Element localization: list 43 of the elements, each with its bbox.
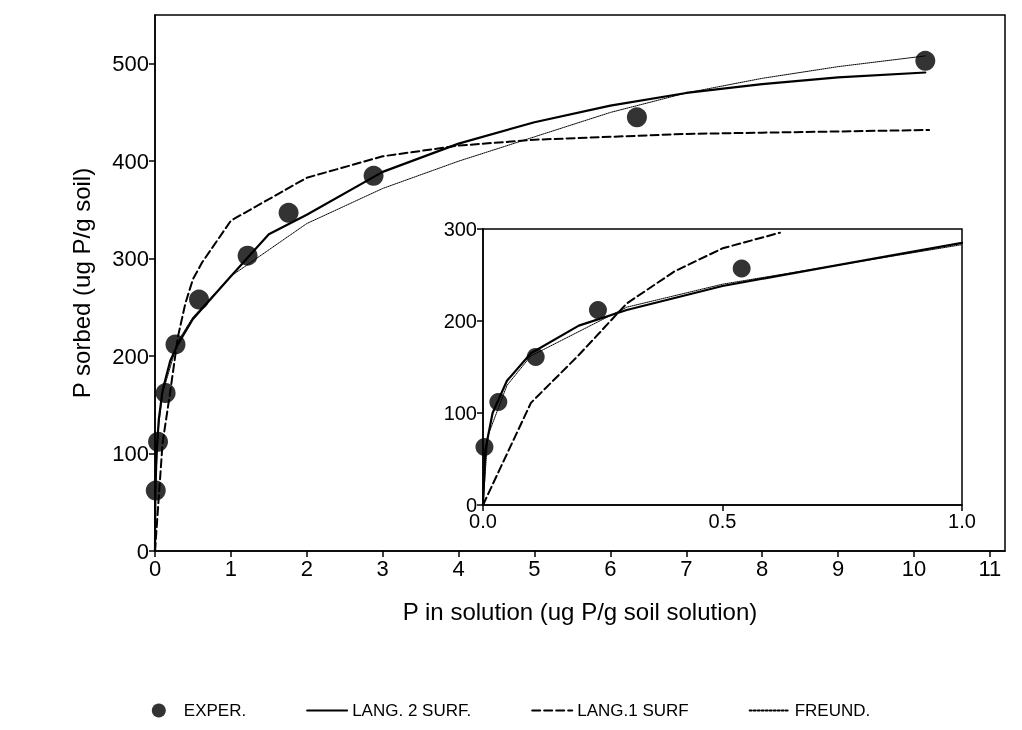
y-tick-label: 500: [112, 51, 149, 77]
legend-label: FREUND.: [794, 701, 871, 720]
point: [475, 438, 494, 457]
point: [145, 480, 166, 501]
x-tick-label: 3: [376, 555, 389, 581]
y-tick-label: 100: [112, 441, 149, 467]
point: [588, 300, 607, 319]
point: [489, 392, 508, 411]
point: [155, 383, 176, 404]
x-axis-title: P in solution (ug P/g soil solution): [402, 597, 758, 625]
point: [237, 245, 258, 266]
y-tick-label: 300: [112, 246, 149, 272]
x-tick-label: 5: [528, 555, 541, 581]
point: [526, 347, 545, 366]
x-tick-label: 1.0: [948, 510, 976, 532]
x-tick-label: 10: [901, 555, 927, 581]
x-tick-label: 4: [452, 555, 465, 581]
x-tick-label: 2: [300, 555, 313, 581]
y-tick-label: 100: [443, 402, 477, 424]
point: [626, 107, 647, 128]
y-tick-label: 400: [112, 148, 149, 174]
x-tick-label: 8: [756, 555, 769, 581]
legend-label: LANG.1 SURF: [577, 701, 689, 720]
y-tick-label: 0: [136, 538, 149, 564]
y-tick-label: 200: [443, 310, 477, 332]
x-tick-label: 1: [224, 555, 238, 581]
legend-label: EXPER.: [183, 701, 247, 720]
legend-label: LANG. 2 SURF.: [352, 701, 472, 720]
y-tick-label: 300: [443, 218, 477, 240]
y-tick-label: 200: [112, 343, 149, 369]
y-axis-title: P sorbed (ug P/g soil): [67, 167, 95, 399]
point: [363, 165, 384, 186]
x-tick-label: 11: [978, 555, 1002, 581]
x-tick-label: 0.5: [708, 510, 737, 532]
point: [915, 50, 936, 71]
x-tick-label: 6: [604, 555, 617, 581]
x-tick-label: 9: [831, 555, 845, 581]
point: [278, 202, 299, 223]
point: [165, 334, 186, 355]
point: [189, 289, 210, 310]
x-tick-label: 7: [680, 555, 693, 581]
point: [732, 259, 751, 278]
point: [148, 431, 169, 452]
